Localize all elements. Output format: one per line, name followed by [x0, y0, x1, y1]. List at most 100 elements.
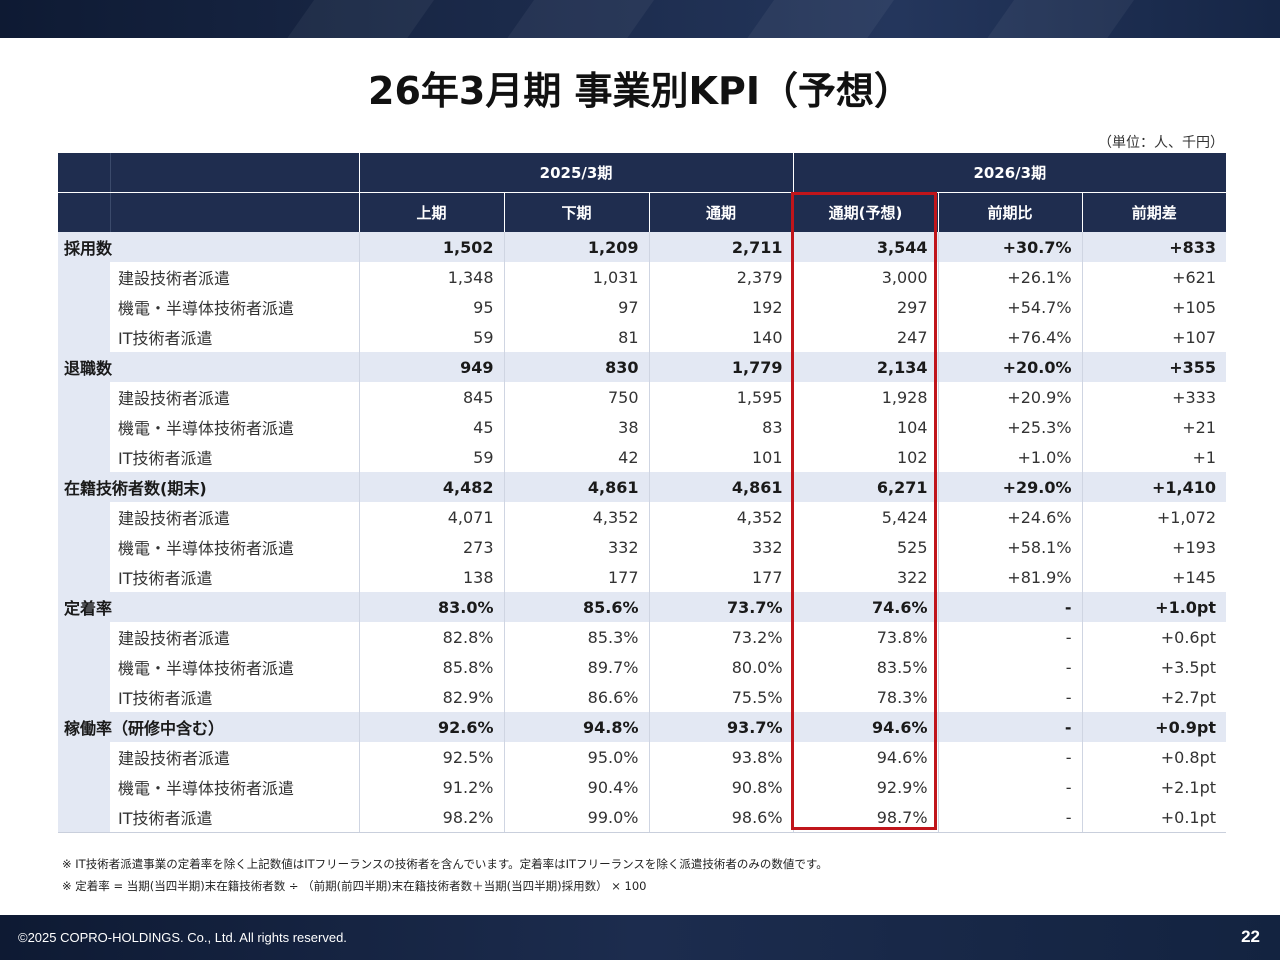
- cell-forecast: 6,271: [792, 472, 939, 502]
- cell-forecast: 73.8%: [792, 622, 939, 652]
- header-blank: [109, 192, 359, 232]
- cell-second-half: 830: [503, 352, 649, 382]
- footnotes: ※ IT技術者派遣事業の定着率を除く上記数値はITフリーランスの技術者を含んでい…: [62, 853, 828, 897]
- cell-forecast: 5,424: [792, 502, 939, 532]
- cell-full-year: 98.6%: [648, 802, 794, 833]
- kpi-segment-row: 機電・半導体技術者派遣 91.2% 90.4% 90.8% 92.9% - +2.1pt: [58, 772, 1227, 802]
- cell-full-year: 4,861: [648, 472, 794, 502]
- kpi-segment-row: 建設技術者派遣 845 750 1,595 1,928 +20.9% +333: [58, 382, 1227, 412]
- cell-yoy-diff: +107: [1081, 322, 1227, 352]
- cell-second-half: 95.0%: [503, 742, 649, 772]
- kpi-category-row: 定着率 83.0% 85.6% 73.7% 74.6% - +1.0pt: [58, 592, 1227, 622]
- category-label: 退職数: [58, 352, 359, 382]
- cell-first-half: 92.6%: [358, 712, 504, 742]
- category-label: 定着率: [58, 592, 359, 622]
- segment-label: 機電・半導体技術者派遣: [118, 779, 295, 798]
- kpi-segment-row: IT技術者派遣 98.2% 99.0% 98.6% 98.7% - +0.1pt: [58, 802, 1227, 833]
- cell-yoy-ratio: +1.0%: [937, 442, 1083, 472]
- cell-first-half: 949: [358, 352, 504, 382]
- cell-forecast: 98.7%: [792, 802, 939, 833]
- col-header-first-half: 上期: [358, 192, 504, 232]
- cell-forecast: 1,928: [792, 382, 939, 412]
- kpi-table: 2025/3期 2026/3期 上期 下期 通期 通期(予想) 前期比 前期差 …: [58, 153, 1227, 833]
- footnote-1: ※ IT技術者派遣事業の定着率を除く上記数値はITフリーランスの技術者を含んでい…: [62, 857, 828, 871]
- cell-yoy-ratio: +58.1%: [937, 532, 1083, 562]
- segment-label: 機電・半導体技術者派遣: [118, 419, 295, 438]
- header-blank: [58, 192, 110, 232]
- cell-yoy-ratio: +29.0%: [937, 472, 1083, 502]
- cell-yoy-diff: +105: [1081, 292, 1227, 322]
- row-indent: [58, 262, 110, 292]
- cell-full-year: 1,595: [648, 382, 794, 412]
- row-indent: [58, 292, 110, 322]
- row-indent: [58, 442, 110, 472]
- col-header-forecast: 通期(予想): [792, 192, 939, 232]
- cell-yoy-ratio: +81.9%: [937, 562, 1083, 592]
- cell-full-year: 140: [648, 322, 794, 352]
- cell-forecast: 92.9%: [792, 772, 939, 802]
- col-header-full-year: 通期: [648, 192, 794, 232]
- segment-label: 建設技術者派遣: [118, 629, 231, 648]
- row-indent: [58, 802, 110, 833]
- top-banner: [0, 0, 1280, 38]
- page-number: 22: [1241, 927, 1260, 946]
- cell-yoy-diff: +0.9pt: [1081, 712, 1227, 742]
- col-header-yoy-diff: 前期差: [1081, 192, 1227, 232]
- category-label: 稼働率（研修中含む）: [58, 712, 359, 742]
- cell-full-year: 4,352: [648, 502, 794, 532]
- cell-first-half: 4,071: [358, 502, 504, 532]
- cell-yoy-ratio: +26.1%: [937, 262, 1083, 292]
- cell-forecast: 322: [792, 562, 939, 592]
- kpi-category-row: 稼働率（研修中含む） 92.6% 94.8% 93.7% 94.6% - +0.9pt: [58, 712, 1227, 742]
- cell-forecast: 2,134: [792, 352, 939, 382]
- cell-full-year: 93.8%: [648, 742, 794, 772]
- cell-yoy-diff: +21: [1081, 412, 1227, 442]
- cell-first-half: 92.5%: [358, 742, 504, 772]
- cell-yoy-diff: +2.1pt: [1081, 772, 1227, 802]
- cell-full-year: 177: [648, 562, 794, 592]
- cell-second-half: 99.0%: [503, 802, 649, 833]
- cell-second-half: 85.6%: [503, 592, 649, 622]
- period-header-2026: 2026/3期: [792, 153, 1227, 193]
- header-blank: [58, 153, 110, 193]
- cell-first-half: 59: [358, 442, 504, 472]
- cell-first-half: 45: [358, 412, 504, 442]
- footer-banner: ©2025 COPRO-HOLDINGS. Co., Ltd. All righ…: [0, 915, 1280, 960]
- segment-label: 機電・半導体技術者派遣: [118, 659, 295, 678]
- cell-full-year: 73.2%: [648, 622, 794, 652]
- cell-first-half: 85.8%: [358, 652, 504, 682]
- cell-forecast: 94.6%: [792, 742, 939, 772]
- cell-first-half: 82.9%: [358, 682, 504, 712]
- cell-first-half: 1,348: [358, 262, 504, 292]
- page-title: 26年3月期 事業別KPI（予想）: [368, 69, 912, 113]
- kpi-segment-row: 建設技術者派遣 4,071 4,352 4,352 5,424 +24.6% +1,072: [58, 502, 1227, 532]
- cell-forecast: 74.6%: [792, 592, 939, 622]
- period-header-2025: 2025/3期: [358, 153, 794, 193]
- cell-first-half: 91.2%: [358, 772, 504, 802]
- cell-yoy-diff: +1: [1081, 442, 1227, 472]
- cell-yoy-diff: +333: [1081, 382, 1227, 412]
- cell-second-half: 4,352: [503, 502, 649, 532]
- footnote-2: ※ 定着率 = 当期(当四半期)末在籍技術者数 ÷ （前期(前四半期)末在籍技術…: [62, 879, 647, 893]
- cell-yoy-ratio: -: [937, 802, 1083, 833]
- cell-full-year: 73.7%: [648, 592, 794, 622]
- segment-label: IT技術者派遣: [110, 802, 359, 833]
- cell-second-half: 86.6%: [503, 682, 649, 712]
- segment-label: 建設技術者派遣: [118, 389, 231, 408]
- kpi-segment-row: 機電・半導体技術者派遣 85.8% 89.7% 80.0% 83.5% - +3.5pt: [58, 652, 1227, 682]
- category-label: 採用数: [58, 232, 359, 262]
- cell-full-year: 80.0%: [648, 652, 794, 682]
- cell-forecast: 247: [792, 322, 939, 352]
- cell-full-year: 90.8%: [648, 772, 794, 802]
- row-indent: [58, 322, 110, 352]
- row-indent: [58, 412, 110, 442]
- cell-first-half: 4,482: [358, 472, 504, 502]
- cell-first-half: 83.0%: [358, 592, 504, 622]
- cell-yoy-diff: +2.7pt: [1081, 682, 1227, 712]
- cell-forecast: 297: [792, 292, 939, 322]
- cell-forecast: 83.5%: [792, 652, 939, 682]
- cell-yoy-ratio: -: [937, 712, 1083, 742]
- row-indent: [58, 562, 110, 592]
- segment-label: 建設技術者派遣: [118, 509, 231, 528]
- segment-label: IT技術者派遣: [118, 449, 213, 468]
